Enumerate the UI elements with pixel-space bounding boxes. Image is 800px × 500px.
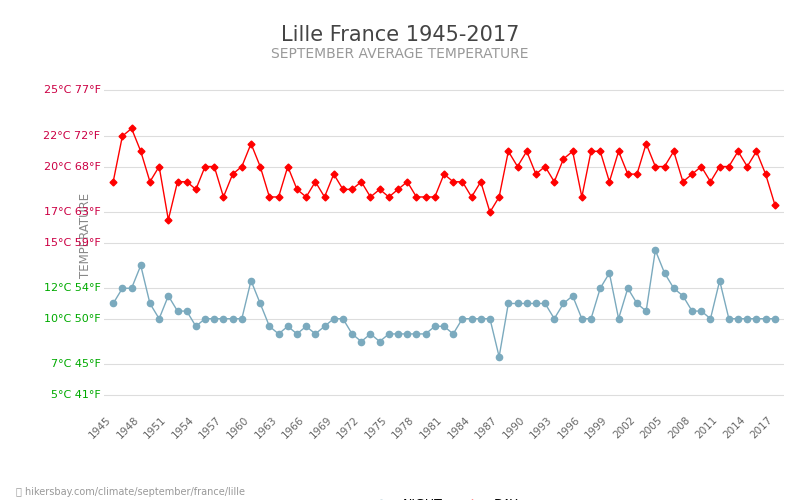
NIGHT <box>770 316 780 322</box>
DAY <box>126 126 136 132</box>
NIGHT <box>650 247 660 253</box>
Y-axis label: TEMPERATURE: TEMPERATURE <box>79 192 92 278</box>
Text: SEPTEMBER AVERAGE TEMPERATURE: SEPTEMBER AVERAGE TEMPERATURE <box>271 48 529 62</box>
Text: 5°C 41°F: 5°C 41°F <box>51 390 101 400</box>
NIGHT <box>697 308 706 314</box>
DAY <box>163 217 173 223</box>
Text: 📍 hikersbay.com/climate/september/france/lille: 📍 hikersbay.com/climate/september/france… <box>16 487 245 497</box>
DAY <box>770 202 780 207</box>
Text: 12°C 54°F: 12°C 54°F <box>44 284 101 294</box>
Text: 22°C 72°F: 22°C 72°F <box>43 131 101 141</box>
Line: NIGHT: NIGHT <box>110 247 778 360</box>
NIGHT <box>724 316 734 322</box>
NIGHT <box>255 300 265 306</box>
DAY <box>108 178 118 184</box>
Text: 17°C 63°F: 17°C 63°F <box>44 207 101 217</box>
Text: 25°C 77°F: 25°C 77°F <box>43 86 101 96</box>
DAY <box>678 178 688 184</box>
DAY <box>724 164 734 170</box>
NIGHT <box>678 293 688 299</box>
Text: 15°C 59°F: 15°C 59°F <box>44 238 101 248</box>
DAY <box>697 164 706 170</box>
Line: DAY: DAY <box>110 126 778 222</box>
NIGHT <box>494 354 504 360</box>
DAY <box>458 178 467 184</box>
Legend: NIGHT, DAY: NIGHT, DAY <box>365 492 523 500</box>
NIGHT <box>329 316 338 322</box>
Text: 7°C 45°F: 7°C 45°F <box>50 360 101 370</box>
NIGHT <box>108 300 118 306</box>
NIGHT <box>439 324 449 330</box>
DAY <box>347 186 357 192</box>
Text: 20°C 68°F: 20°C 68°F <box>44 162 101 172</box>
DAY <box>274 194 283 200</box>
Text: Lille France 1945-2017: Lille France 1945-2017 <box>281 25 519 45</box>
Text: 10°C 50°F: 10°C 50°F <box>44 314 101 324</box>
